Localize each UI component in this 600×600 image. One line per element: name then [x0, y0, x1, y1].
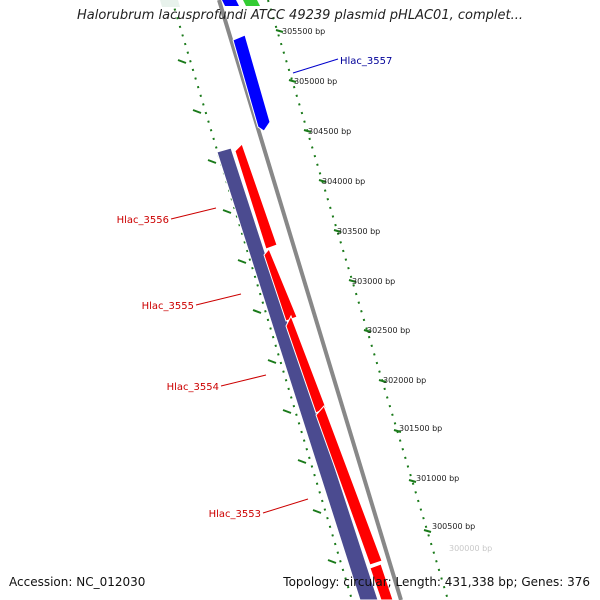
gene-hlac-3555[interactable]	[263, 248, 298, 322]
gene-label-hlac-3555[interactable]: Hlac_3555	[142, 301, 194, 312]
tick-label-302000: 302000 bp	[383, 376, 426, 385]
gene-label-hlac-3553[interactable]: Hlac_3553	[209, 509, 261, 520]
tick-label-301500: 301500 bp	[399, 424, 442, 433]
tick-label-300000: 300000 bp	[449, 544, 492, 553]
inner-ring-ticks	[177, 59, 337, 564]
gene-label-hlac-3554[interactable]: Hlac_3554	[167, 382, 219, 393]
leader-hlac-3555	[195, 293, 242, 306]
leader-hlac-3557	[292, 58, 339, 74]
tick-label-305500: 305500 bp	[282, 27, 325, 36]
gene-hlac-3554[interactable]	[285, 314, 327, 414]
tick-label-302500: 302500 bp	[367, 326, 410, 335]
genome-backbone	[217, 0, 403, 600]
map-title: Halorubrum lacusprofundi ATCC 49239 plas…	[77, 8, 523, 23]
tick-label-305000: 305000 bp	[294, 77, 337, 86]
gene-label-hlac-3557[interactable]: Hlac_3557	[340, 56, 392, 67]
accession-text: Accession: NC_012030	[9, 575, 146, 589]
gene-label-hlac-3556[interactable]: Hlac_3556	[117, 215, 169, 226]
outer-ring-ticks	[275, 29, 432, 533]
gene-hlac-3556[interactable]	[234, 143, 278, 250]
tick-label-301000: 301000 bp	[416, 474, 459, 483]
inner-tick-ring	[171, 0, 353, 600]
gene-hlac-3553[interactable]	[315, 405, 383, 566]
feature-top-green[interactable]	[243, 0, 260, 6]
topology-summary-text: Topology: circular; Length: 431,338 bp; …	[283, 575, 590, 589]
outer-tick-ring	[267, 0, 449, 600]
leader-hlac-3556	[170, 207, 217, 220]
feature-top-pale	[160, 0, 180, 7]
tick-label-300500: 300500 bp	[432, 522, 475, 531]
leader-hlac-3554	[220, 374, 267, 387]
tick-label-304000: 304000 bp	[322, 177, 365, 186]
tick-label-304500: 304500 bp	[308, 127, 351, 136]
feature-band-other[interactable]	[216, 147, 379, 600]
tick-label-303000: 303000 bp	[352, 277, 395, 286]
tick-label-303500: 303500 bp	[337, 227, 380, 236]
gene-bottom-red[interactable]	[369, 563, 394, 600]
gene-hlac-3557[interactable]	[232, 34, 271, 132]
feature-top-blue[interactable]	[222, 0, 239, 6]
leader-hlac-3553	[262, 498, 309, 514]
